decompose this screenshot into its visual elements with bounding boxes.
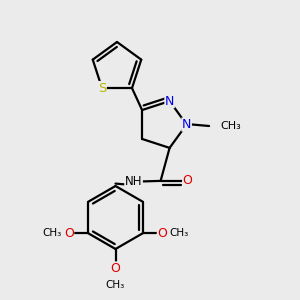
Text: O: O [111, 262, 120, 275]
Text: N: N [182, 118, 191, 131]
Text: CH₃: CH₃ [220, 121, 241, 131]
Text: O: O [183, 174, 193, 188]
Text: CH₃: CH₃ [43, 228, 62, 238]
Text: CH₃: CH₃ [106, 280, 125, 290]
Text: CH₃: CH₃ [169, 228, 188, 238]
Text: N: N [165, 94, 174, 108]
Text: O: O [157, 227, 167, 240]
Text: S: S [98, 82, 106, 94]
Text: NH: NH [125, 175, 142, 188]
Text: O: O [64, 227, 74, 240]
